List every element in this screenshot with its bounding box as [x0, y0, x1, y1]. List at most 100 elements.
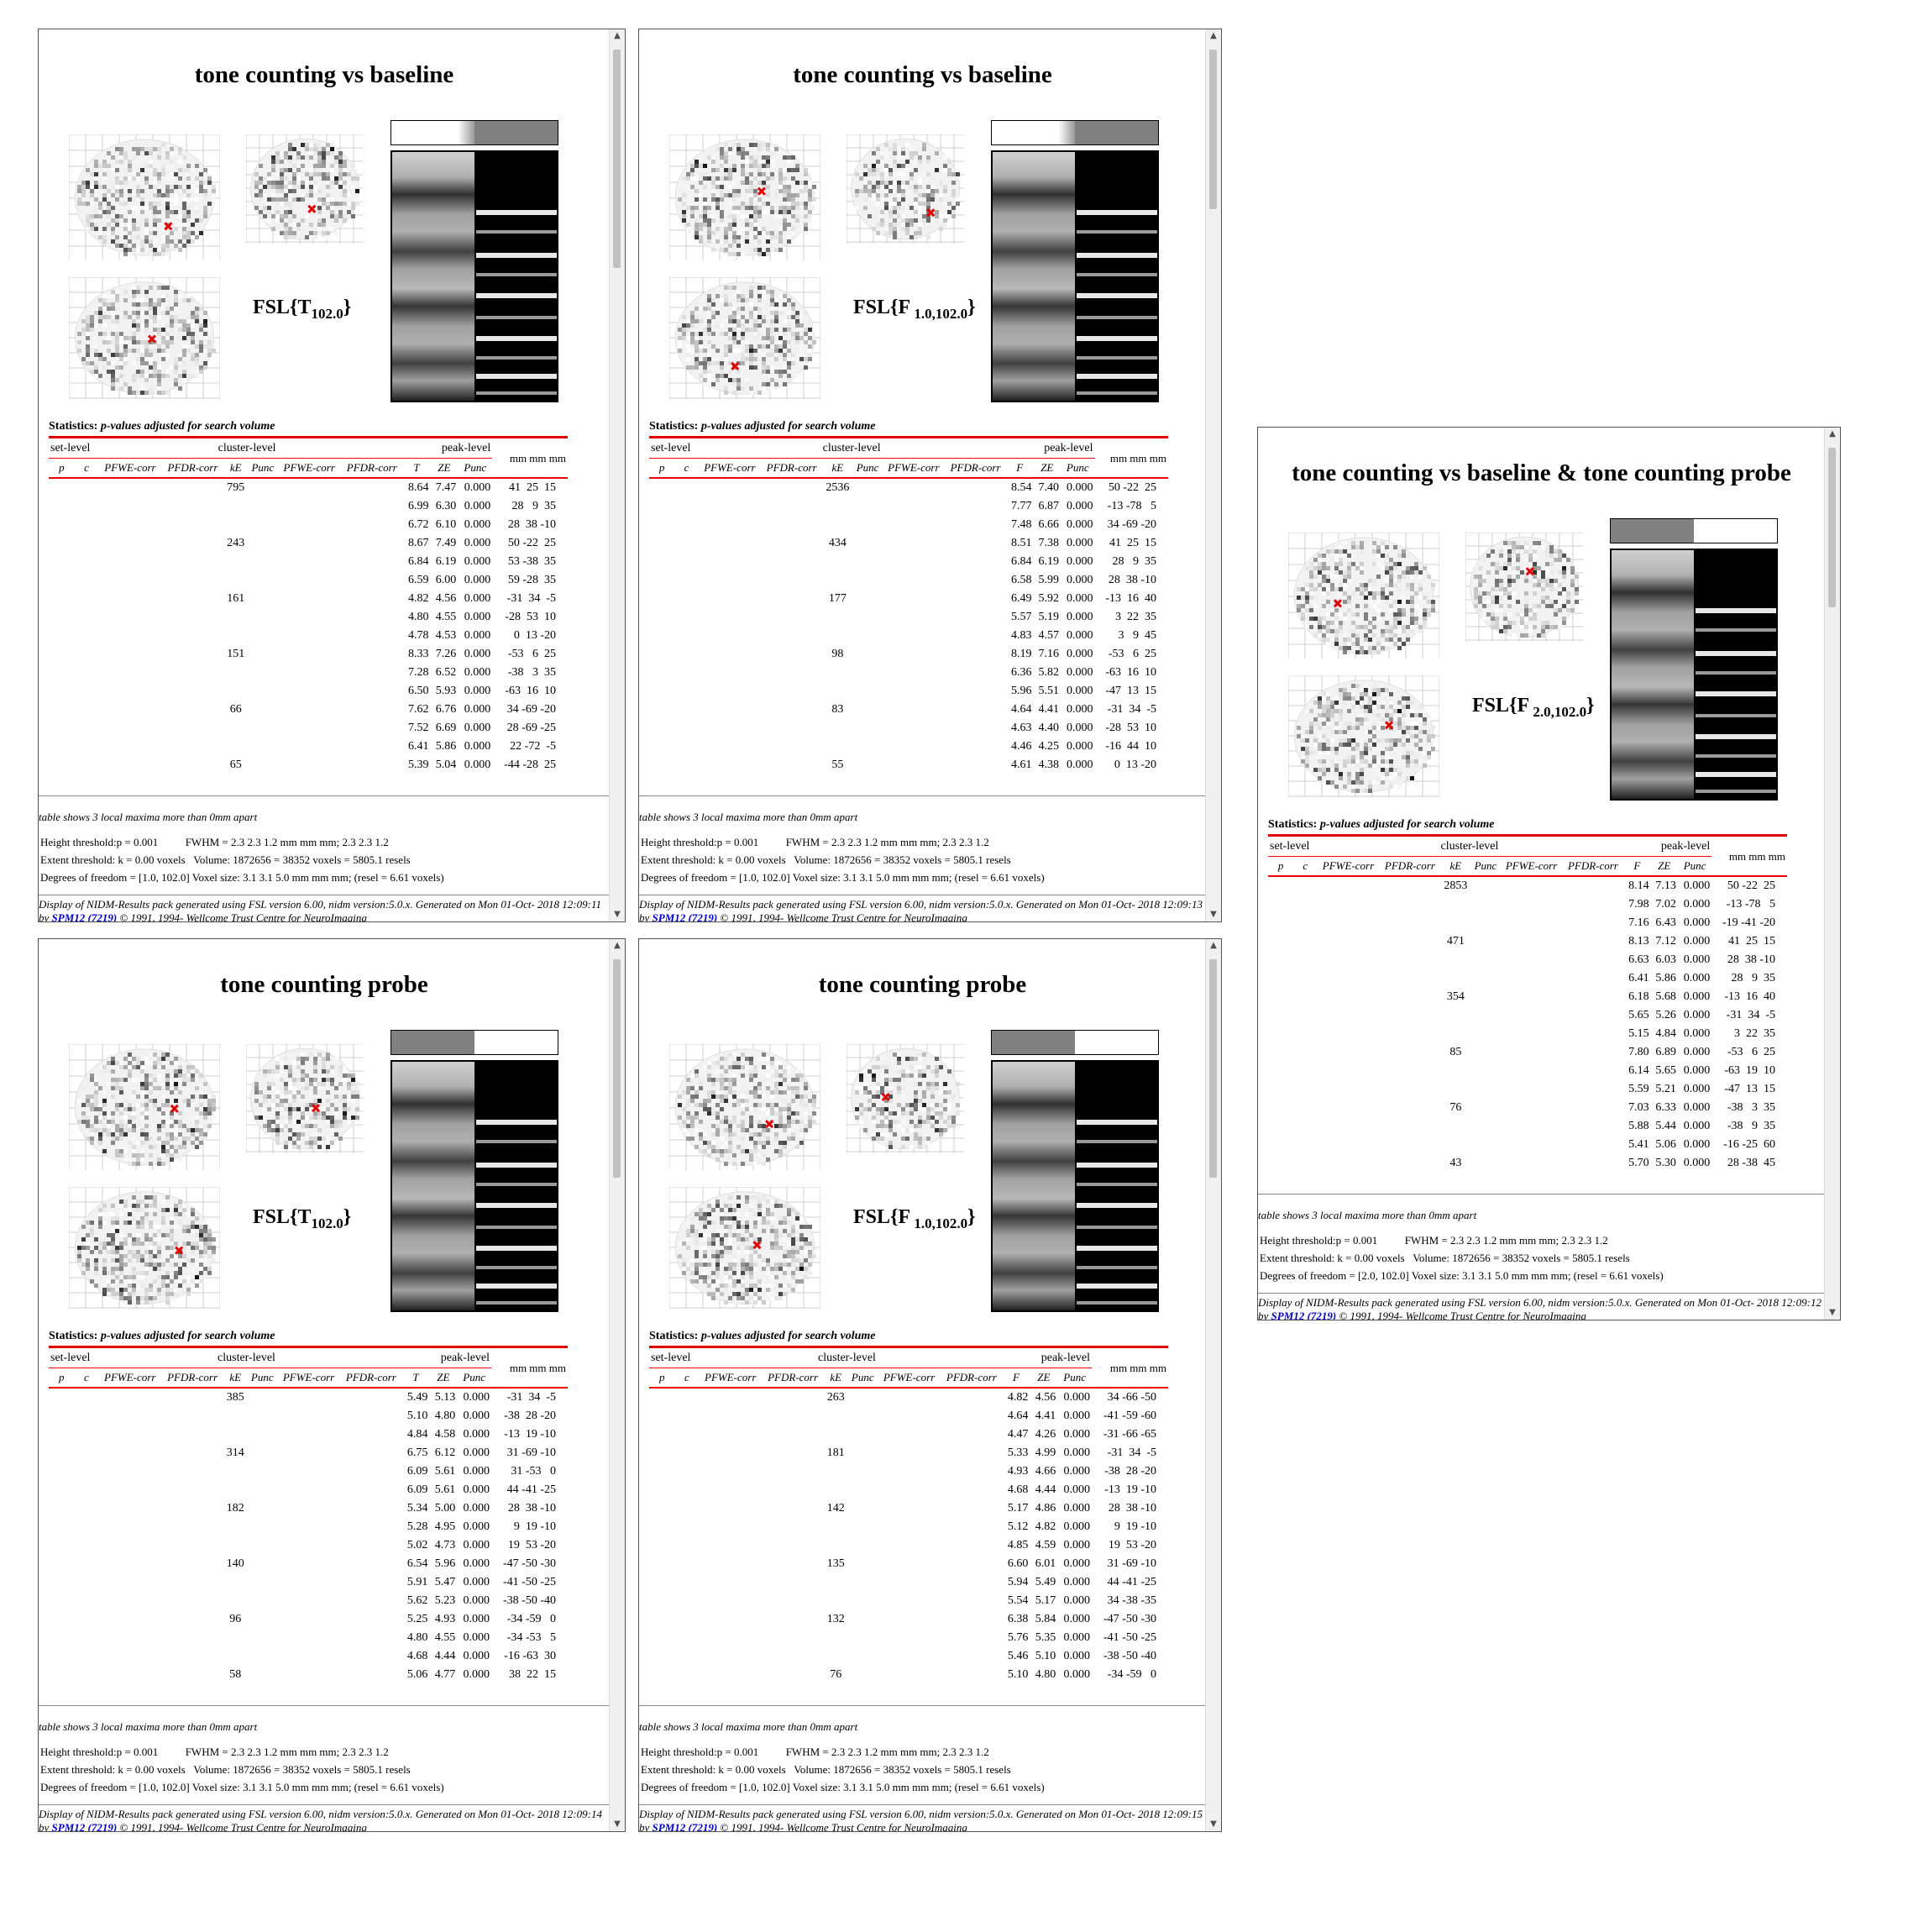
results-table: set-level cluster-level peak-level mm mm mm…	[1268, 837, 1787, 1173]
scrollbar-thumb[interactable]	[1209, 959, 1217, 1178]
scroll-down-icon[interactable]: ▼	[1829, 1308, 1836, 1317]
peak-statistic: 4.85	[1007, 1539, 1029, 1551]
peak-z: 5.35	[1035, 1631, 1056, 1644]
vertical-scrollbar[interactable]: ▲ ▼	[1824, 428, 1840, 1320]
peak-coordinates: -47 13 15	[1105, 685, 1156, 697]
empty-cell	[878, 1592, 941, 1610]
vertical-scrollbar[interactable]: ▲ ▼	[609, 29, 625, 921]
empty-cell	[49, 1499, 75, 1518]
peak-z: 5.44	[1655, 1120, 1676, 1132]
scroll-up-icon[interactable]: ▲	[614, 31, 621, 40]
scroll-down-icon[interactable]: ▼	[614, 910, 621, 919]
scroll-down-icon[interactable]: ▼	[1210, 910, 1217, 919]
cluster-extent	[822, 516, 852, 534]
peak-z: 5.96	[434, 1557, 456, 1570]
empty-cell	[248, 1666, 277, 1684]
empty-cell	[248, 1555, 277, 1573]
cluster-extent: 471	[1446, 935, 1465, 948]
cluster-extent: 182	[226, 1502, 244, 1515]
empty-cell	[278, 590, 341, 608]
header-rule	[49, 436, 568, 438]
empty-cell	[761, 553, 822, 571]
empty-cell	[1500, 1025, 1562, 1043]
scroll-down-icon[interactable]: ▼	[614, 1819, 621, 1829]
scroll-up-icon[interactable]: ▲	[1210, 31, 1217, 40]
empty-cell	[675, 1536, 700, 1555]
empty-cell	[674, 664, 698, 682]
cluster-extent	[223, 1407, 248, 1425]
peak-coordinates: -16 -25 60	[1723, 1138, 1775, 1151]
peak-z: 7.40	[1038, 481, 1060, 494]
empty-cell	[1380, 988, 1441, 1006]
peak-p-unc: 0.000	[1063, 1650, 1091, 1662]
peak-z: 4.55	[435, 611, 457, 623]
empty-cell	[162, 756, 224, 774]
cluster-extent	[1440, 895, 1470, 914]
peak-p-unc: 0.000	[1063, 1483, 1091, 1496]
peak-level-header: peak-level	[276, 1349, 492, 1368]
empty-cell	[699, 1536, 762, 1555]
column-header: PFDR-corr	[946, 1371, 997, 1383]
empty-cell	[1317, 1062, 1379, 1080]
empty-cell	[1471, 969, 1501, 988]
stats-subtitle: p-values adjusted for search volume	[700, 420, 876, 433]
scroll-up-icon[interactable]: ▲	[1210, 941, 1217, 950]
cluster-extent: 151	[227, 648, 245, 660]
vertical-scrollbar[interactable]: ▲ ▼	[609, 939, 625, 1831]
peak-statistic: 5.94	[1007, 1576, 1029, 1588]
footer-text: Display of NIDM-Results pack generated u…	[639, 1808, 1139, 1820]
peak-statistic: 6.49	[1011, 592, 1032, 605]
table-row: 4.64 4.41 0.000 -41 -59 -60	[649, 1407, 1168, 1425]
empty-cell	[162, 497, 224, 516]
vertical-scrollbar[interactable]: ▲ ▼	[1205, 939, 1221, 1831]
cluster-extent	[824, 1518, 848, 1536]
empty-cell	[1500, 1117, 1562, 1136]
peak-z: 4.66	[1035, 1465, 1056, 1478]
cluster-extent: 65	[229, 759, 242, 771]
report-content: tone counting vs baseline FSL{F 1.0,102.0…	[639, 29, 1206, 921]
scrollbar-thumb[interactable]	[1828, 448, 1836, 607]
column-header: PFWE-corr	[104, 461, 156, 474]
empty-cell	[340, 1555, 402, 1573]
scrollbar-thumb[interactable]	[613, 959, 621, 1178]
column-header: T	[412, 1371, 419, 1383]
peak-p-unc: 0.000	[1683, 879, 1711, 892]
table-row: 4.63 4.40 0.000 -28 53 10	[649, 719, 1168, 738]
peak-z: 4.26	[1035, 1428, 1056, 1441]
cluster-extent	[223, 664, 248, 682]
design-matrix	[391, 150, 558, 407]
column-header: PFWE-corr	[704, 461, 756, 474]
peak-statistic: 8.54	[1011, 481, 1032, 494]
spm-version-link[interactable]: SPM12 (7219)	[1271, 1310, 1337, 1320]
peak-p-unc: 0.000	[1683, 1120, 1711, 1132]
spm-version-link[interactable]: SPM12 (7219)	[652, 1821, 718, 1831]
spm-version-link[interactable]: SPM12 (7219)	[51, 911, 118, 921]
scrollbar-thumb[interactable]	[613, 50, 621, 268]
scroll-down-icon[interactable]: ▼	[1210, 1819, 1217, 1829]
cluster-extent	[223, 1647, 248, 1666]
cluster-extent: 161	[227, 592, 245, 605]
scroll-up-icon[interactable]: ▲	[1829, 429, 1836, 438]
empty-cell	[278, 608, 341, 627]
scroll-up-icon[interactable]: ▲	[614, 941, 621, 950]
spm-version-link[interactable]: SPM12 (7219)	[652, 911, 718, 921]
empty-cell	[248, 590, 277, 608]
empty-cell	[248, 627, 277, 645]
empty-cell	[248, 1610, 277, 1629]
peak-statistic: 4.64	[1007, 1410, 1029, 1422]
degrees-of-freedom: Degrees of freedom = [1.0, 102.0] Voxel …	[40, 1781, 444, 1793]
scrollbar-thumb[interactable]	[1209, 50, 1217, 209]
threshold-info: Height threshold:p = 0.001 FWHM = 2.3 2.…	[40, 1743, 444, 1796]
peak-z: 5.06	[1655, 1138, 1676, 1151]
empty-cell	[277, 1629, 340, 1647]
section-divider	[639, 1804, 1206, 1805]
empty-cell	[941, 1481, 1003, 1499]
cluster-extent: 66	[229, 703, 242, 716]
empty-cell	[761, 664, 822, 682]
peak-coordinates: -47 -50 -30	[1103, 1613, 1156, 1625]
spm-version-link[interactable]: SPM12 (7219)	[51, 1821, 118, 1831]
column-header: c	[684, 1371, 689, 1383]
empty-cell	[162, 627, 224, 645]
empty-cell	[98, 571, 161, 590]
vertical-scrollbar[interactable]: ▲ ▼	[1205, 29, 1221, 921]
